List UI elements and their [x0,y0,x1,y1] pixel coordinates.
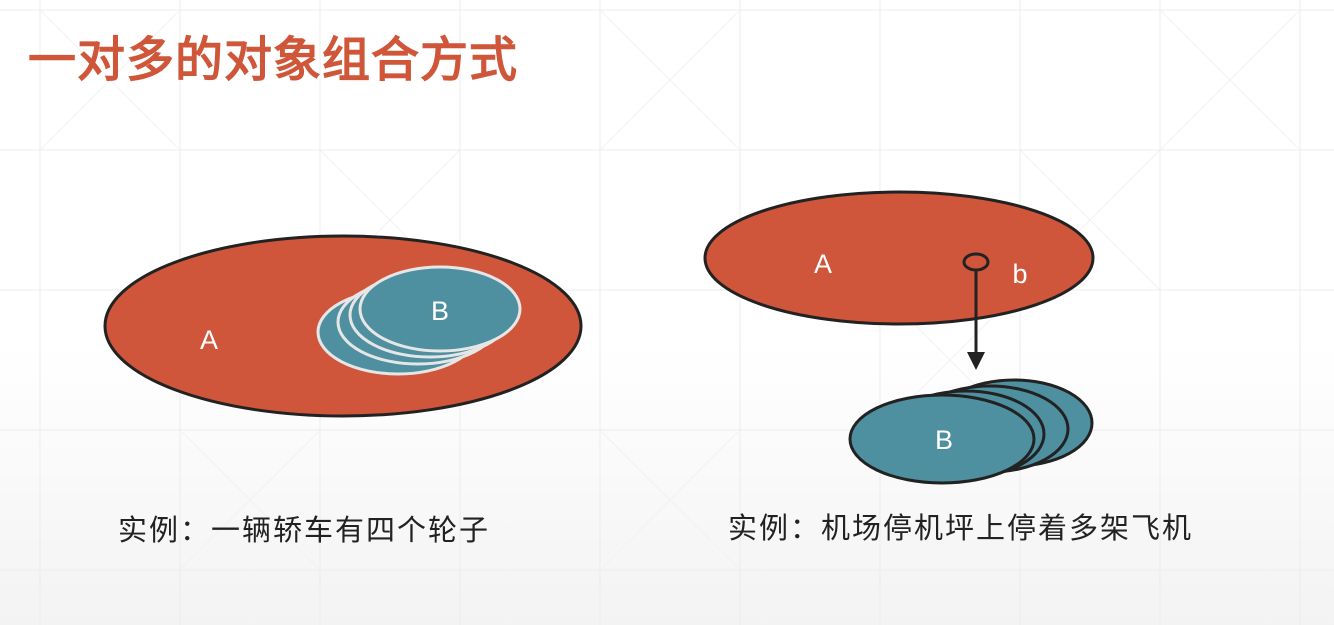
reference-handle-b [962,252,990,272]
right-component-ellipse-b-1 [848,393,1036,485]
left-label-b: B [431,296,449,326]
left-component-ellipse-b-1 [358,265,522,353]
right-caption: 实例：机场停机坪上停着多架飞机 [728,511,1194,545]
right-label-b: B [935,425,953,455]
left-caption: 实例：一辆轿车有四个轮子 [118,513,491,547]
left-component-stack-b [316,265,522,376]
right-component-stack-b [848,378,1094,485]
left-diagram: A B [103,234,583,418]
right-label-reference-b: b [1012,259,1027,289]
right-label-a: A [814,249,832,279]
slide-title: 一对多的对象组合方式 [28,32,519,88]
right-diagram: A b B [703,190,1095,485]
left-label-a: A [200,325,218,355]
right-container-ellipse-a [703,190,1095,326]
